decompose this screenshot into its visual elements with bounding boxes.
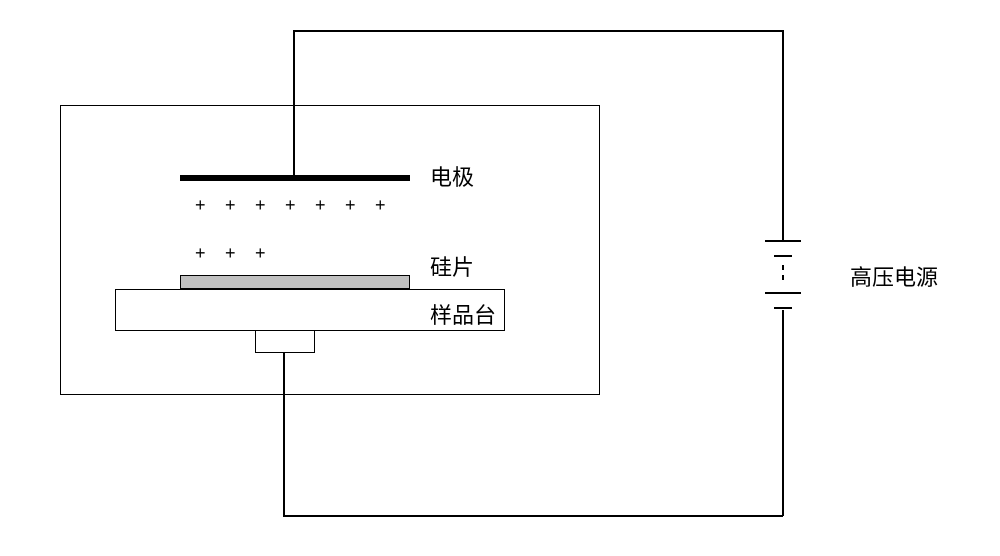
battery-dash	[782, 275, 784, 280]
wire-bottom-up	[782, 310, 784, 516]
electrode-label: 电极	[430, 160, 474, 192]
schematic-diagram: + + + + + + + + + + 电极 硅片 样品台 高压电源	[0, 0, 1000, 556]
electrode	[180, 175, 410, 181]
chamber-box	[60, 105, 600, 395]
plus-icon: +	[225, 195, 236, 216]
power-supply-label: 高压电源	[850, 260, 938, 292]
plus-icon: +	[255, 243, 266, 264]
wire-electrode-up	[293, 30, 295, 175]
plus-icon: +	[285, 195, 296, 216]
silicon-label: 硅片	[430, 250, 474, 282]
battery-plate-short-top	[774, 255, 792, 257]
stage-support	[255, 331, 315, 353]
wire-top-horizontal	[293, 30, 783, 32]
plus-icon: +	[255, 195, 266, 216]
wire-top-down	[782, 30, 784, 240]
stage-label: 样品台	[430, 298, 496, 330]
silicon-wafer	[180, 275, 410, 289]
battery-plate-long-bottom	[765, 292, 801, 294]
wire-bottom-horizontal	[283, 515, 783, 517]
battery-plate-short-bottom	[774, 307, 792, 309]
plus-icon: +	[375, 195, 386, 216]
plus-icon: +	[345, 195, 356, 216]
wire-stage-down	[283, 353, 285, 515]
battery-dash	[782, 265, 784, 270]
plus-icon: +	[195, 195, 206, 216]
plus-icon: +	[225, 243, 236, 264]
plus-icon: +	[315, 195, 326, 216]
battery-plate-long-top	[765, 240, 801, 242]
plus-icon: +	[195, 243, 206, 264]
